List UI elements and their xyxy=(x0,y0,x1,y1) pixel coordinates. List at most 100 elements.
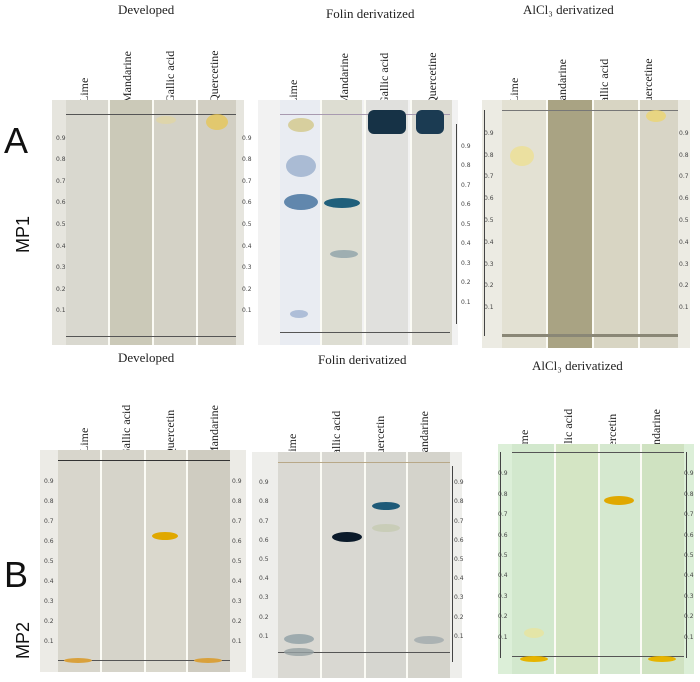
tlc-spot xyxy=(330,250,358,258)
rf-tick-label: 0.1 xyxy=(232,638,242,645)
rf-tick-label: 0.4 xyxy=(679,238,689,246)
rf-tick-label: 0.3 xyxy=(498,592,508,600)
tlc-spot xyxy=(290,310,308,318)
rf-tick-label: 0.7 xyxy=(454,517,464,525)
rf-tick-label: 0.3 xyxy=(56,264,66,272)
rf-tick-label: 0.8 xyxy=(484,151,494,159)
rf-tick-label: 0.7 xyxy=(498,511,508,519)
rf-tick-label: 0.1 xyxy=(498,633,508,641)
rf-tick-label: 0.4 xyxy=(484,238,494,246)
rf-tick-label: 0.4 xyxy=(461,240,471,247)
tlc-spot xyxy=(324,198,360,208)
rf-tick-label: 0.9 xyxy=(232,478,242,485)
rf-tick-label: 0.4 xyxy=(259,575,269,583)
rf-tick-label: 0.4 xyxy=(44,578,54,585)
rf-tick-label: 0.1 xyxy=(259,632,269,640)
rf-tick-label: 0.9 xyxy=(56,134,66,142)
tlc-plate-mp2-developed xyxy=(40,450,246,672)
rf-tick-label: 0.9 xyxy=(44,478,54,485)
rf-tick-label: 0.5 xyxy=(684,552,694,559)
rf-tick-label: 0.9 xyxy=(498,470,508,478)
rf-tick-label: 0.3 xyxy=(259,594,269,602)
tlc-spot xyxy=(194,658,222,663)
rf-tick-label: 0.2 xyxy=(484,282,494,290)
rf-tick-label: 0.8 xyxy=(56,156,66,164)
rf-tick-label: 0.1 xyxy=(484,304,494,312)
rf-tick-label: 0.2 xyxy=(454,613,464,621)
tlc-spot xyxy=(372,502,400,510)
tlc-spot xyxy=(64,658,92,663)
rf-tick-label: 0.7 xyxy=(461,181,471,189)
panel-title-mp2-alcl3: AlCl₃ derivatized xyxy=(532,358,623,373)
tlc-plate-mp1-developed xyxy=(52,100,244,345)
rf-tick-label: 0.7 xyxy=(259,517,269,525)
rf-tick-label: 0.8 xyxy=(242,156,252,164)
rf-tick-label: 0.7 xyxy=(484,173,494,181)
rf-tick-label: 0.9 xyxy=(259,479,269,487)
tlc-spot xyxy=(284,194,318,210)
tlc-spot xyxy=(284,634,314,644)
rf-tick-label: 0.5 xyxy=(679,217,689,224)
rf-tick-label: 0.9 xyxy=(242,134,252,142)
rf-tick-label: 0.5 xyxy=(259,556,269,563)
rf-tick-label: 0.6 xyxy=(454,536,464,544)
rf-tick-label: 0.1 xyxy=(684,633,694,641)
row-letter-a: A xyxy=(4,120,29,161)
tlc-spot xyxy=(206,114,228,130)
rf-tick-label: 0.1 xyxy=(56,307,66,315)
rf-tick-label: 0.5 xyxy=(232,558,242,565)
tlc-spot xyxy=(284,648,314,656)
rf-tick-label: 0.2 xyxy=(44,618,54,625)
rf-tick-label: 0.6 xyxy=(684,531,694,539)
rf-tick-label: 0.6 xyxy=(679,195,689,203)
rf-tick-label: 0.4 xyxy=(242,242,252,250)
mobile-phase-label-mp2: MP2 xyxy=(13,621,33,659)
tlc-plate-mp1-folin xyxy=(258,100,458,345)
tlc-spot xyxy=(288,118,314,132)
rf-tick-label: 0.3 xyxy=(232,598,242,605)
tlc-spot xyxy=(152,532,178,540)
rf-tick-label: 0.7 xyxy=(679,173,689,181)
tlc-spot xyxy=(648,656,676,662)
lane-label: Mandarine xyxy=(120,51,134,103)
rf-tick-label: 0.5 xyxy=(461,220,471,228)
lane-label: Gallic acid xyxy=(377,52,391,105)
rf-tick-label: 0.2 xyxy=(232,618,242,625)
tlc-spot xyxy=(368,110,406,134)
lane-label: Quercetine xyxy=(207,50,221,103)
rf-tick-label: 0.7 xyxy=(242,177,252,185)
rf-tick-label: 0.8 xyxy=(44,498,54,505)
mobile-phase-label-mp1: MP1 xyxy=(13,215,33,253)
tlc-spot xyxy=(510,146,534,166)
row-letter-b: B xyxy=(4,554,29,595)
rf-tick-label: 0.9 xyxy=(461,142,471,150)
rf-tick-label: 0.1 xyxy=(44,638,54,645)
rf-tick-label: 0.3 xyxy=(461,259,471,267)
rf-tick-label: 0.2 xyxy=(498,613,508,621)
rf-tick-label: 0.9 xyxy=(484,129,494,137)
rf-tick-label: 0.5 xyxy=(484,217,494,224)
lane-label: Gallic acid xyxy=(163,50,177,103)
panel-title-mp1-folin: Folin derivatized xyxy=(326,6,415,21)
rf-tick-label: 0.3 xyxy=(242,264,252,272)
rf-tick-label: 0.2 xyxy=(56,285,66,293)
rf-tick-label: 0.6 xyxy=(44,538,54,545)
rf-tick-label: 0.7 xyxy=(232,518,242,525)
rf-tick-label: 0.2 xyxy=(259,613,269,621)
rf-tick-label: 0.1 xyxy=(242,307,252,315)
rf-tick-label: 0.9 xyxy=(684,470,694,478)
rf-tick-label: 0.5 xyxy=(56,221,66,228)
rf-tick-label: 0.6 xyxy=(498,531,508,539)
rf-tick-label: 0.1 xyxy=(461,298,471,306)
rf-tick-label: 0.5 xyxy=(454,556,464,563)
rf-tick-label: 0.3 xyxy=(684,592,694,600)
rf-tick-label: 0.6 xyxy=(259,536,269,544)
rf-tick-label: 0.7 xyxy=(56,177,66,185)
rf-tick-label: 0.6 xyxy=(56,199,66,207)
rf-tick-label: 0.1 xyxy=(454,632,464,640)
rf-tick-label: 0.4 xyxy=(232,578,242,585)
rf-tick-label: 0.3 xyxy=(454,594,464,602)
tlc-plate-mp2-folin xyxy=(252,452,462,678)
rf-tick-label: 0.8 xyxy=(454,498,464,506)
tlc-spot xyxy=(524,628,544,638)
